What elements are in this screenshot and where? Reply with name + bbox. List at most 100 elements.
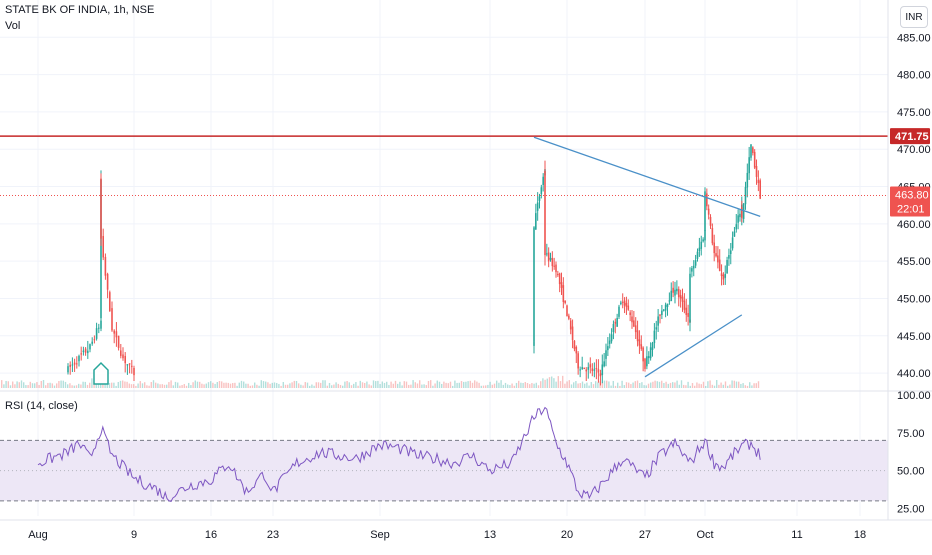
rsi-tick-label: 50.00: [897, 466, 925, 478]
volume-bar: [531, 383, 533, 388]
volume-bar: [603, 380, 606, 388]
volume-bar: [212, 382, 214, 388]
volume-bar: [621, 380, 623, 388]
volume-bar: [368, 384, 370, 388]
price-overlays: [0, 135, 888, 385]
candle-body: [616, 317, 618, 327]
symbol-title[interactable]: STATE BK OF INDIA, 1h, NSE: [5, 4, 155, 16]
volume-bar: [269, 383, 271, 388]
volume-bar: [60, 380, 62, 388]
price-tick-label: 455.00: [897, 256, 931, 268]
volume-bar: [155, 382, 157, 388]
rsi-indicator: [0, 406, 888, 502]
volume-bar: [544, 379, 546, 388]
volume-bar: [229, 383, 232, 388]
volume-bar: [78, 383, 80, 388]
volume-bar: [623, 385, 625, 388]
volume-bar: [335, 382, 337, 388]
candle-body: [109, 292, 111, 312]
volume-bar: [108, 382, 111, 388]
candle-body: [98, 327, 100, 329]
volume-bar: [64, 381, 67, 388]
volume-bar: [289, 383, 291, 388]
volume-bar: [344, 381, 346, 388]
price-candles[interactable]: [67, 143, 761, 386]
candle-body: [718, 259, 721, 271]
volume-legend[interactable]: Vol: [5, 20, 21, 32]
candle-body: [579, 369, 581, 371]
candle-body: [597, 369, 600, 373]
volume-bar: [619, 385, 621, 388]
volume-bar: [421, 384, 423, 388]
candle-body: [593, 369, 596, 371]
candle-body: [649, 347, 652, 359]
volume-bar: [522, 383, 524, 388]
candle-body: [113, 330, 115, 334]
candle-body: [742, 203, 745, 219]
volume-bar: [658, 381, 661, 388]
volume-bar: [306, 382, 309, 388]
volume-bar: [317, 382, 320, 388]
volume-bar: [727, 385, 729, 388]
volume-bar: [370, 385, 372, 388]
volume-bar: [69, 383, 71, 388]
volume-bar: [749, 382, 751, 388]
candle-body: [544, 170, 546, 256]
volume-bar: [126, 381, 128, 388]
volume-bar: [669, 382, 672, 388]
candle-body: [536, 202, 539, 211]
volume-bar: [608, 381, 610, 388]
volume-bar: [152, 380, 155, 388]
volume-bar: [67, 384, 69, 388]
time-tick-label: 9: [131, 529, 137, 541]
volume-bar: [474, 380, 476, 388]
rsi-legend[interactable]: RSI (14, close): [5, 400, 78, 412]
currency-button[interactable]: INR: [900, 6, 928, 28]
volume-bar: [463, 381, 465, 388]
volume-bar: [524, 382, 526, 388]
candle-body: [694, 260, 697, 266]
volume-bar: [751, 385, 753, 388]
volume-bar: [529, 384, 531, 388]
candle-body: [610, 334, 613, 342]
volume-bar: [476, 381, 478, 388]
volume-bar: [190, 385, 192, 388]
volume-bar: [432, 385, 434, 388]
volume-bar: [388, 384, 390, 388]
volume-bar: [221, 381, 223, 388]
volume-bar: [419, 380, 421, 388]
volume-bar: [309, 385, 311, 388]
volume-bar: [416, 383, 419, 388]
volume-bar: [276, 382, 278, 388]
volume-bar: [73, 385, 75, 388]
candle-body: [82, 350, 85, 353]
volume-bar: [738, 381, 740, 388]
candle-body: [629, 312, 631, 316]
candle-body: [676, 288, 678, 292]
time-tick-label: 16: [205, 529, 217, 541]
volume-bar: [133, 384, 135, 388]
candle-body: [620, 302, 622, 305]
candle-body: [748, 157, 750, 174]
volume-bar: [489, 381, 491, 388]
volume-bar: [355, 382, 357, 388]
candle-body: [80, 353, 82, 355]
volume-bar: [632, 382, 634, 388]
volume-bar: [62, 380, 64, 388]
volume-bar: [111, 382, 113, 388]
candle-body: [612, 324, 615, 332]
volume-bar: [359, 380, 361, 388]
price-tick-label: 445.00: [897, 331, 931, 343]
volume-bar: [207, 382, 210, 388]
volume-bar: [86, 384, 89, 388]
candle-body: [607, 346, 609, 351]
candle-body: [666, 303, 669, 307]
candle-body: [591, 368, 594, 372]
candle-body: [106, 273, 109, 290]
candle-body: [759, 180, 761, 199]
volume-bar: [515, 382, 518, 388]
volume-bar: [634, 381, 636, 388]
candle-body: [538, 196, 541, 201]
